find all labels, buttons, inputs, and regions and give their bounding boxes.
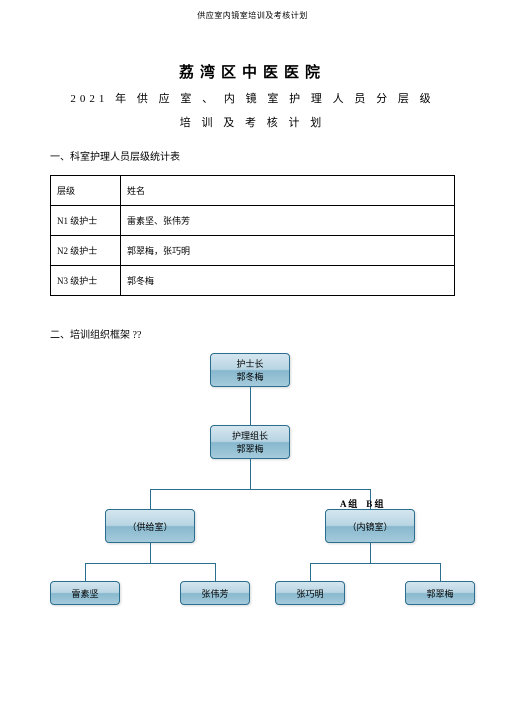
table-cell-level: N1 级护士 <box>51 206 121 236</box>
org-node-staff: 张巧明 <box>275 581 345 605</box>
plan-title-line2: 培 训 及 考 核 计 划 <box>50 114 455 130</box>
connector-line <box>250 459 251 489</box>
connector-line <box>310 563 311 581</box>
hospital-title: 荔湾区中医医院 <box>50 61 455 82</box>
connector-line <box>215 563 216 581</box>
node-label: 雷素坚 <box>71 587 98 600</box>
staff-level-table: 层级 姓名 N1 级护士 雷素坚、张伟芳 N2 级护士 郭翠梅，张巧明 N3 级… <box>50 175 455 296</box>
node-label: 张巧明 <box>296 587 323 600</box>
connector-line <box>310 563 440 564</box>
node-label: 郭翠梅 <box>426 587 453 600</box>
table-cell-level: N3 级护士 <box>51 266 121 296</box>
connector-line <box>440 563 441 581</box>
org-node-staff: 张伟芳 <box>180 581 250 605</box>
plan-title-line1: 2021 年 供 应 室 、 内 镜 室 护 理 人 员 分 层 级 <box>50 90 455 106</box>
node-label: 郭翠梅 <box>236 442 263 455</box>
page-header: 供应室内镜室培训及考核计划 <box>0 0 505 21</box>
org-node-staff: 郭翠梅 <box>405 581 475 605</box>
node-label: 郭冬梅 <box>236 370 263 383</box>
connector-line <box>370 543 371 563</box>
connector-line <box>150 489 370 490</box>
section2-heading: 二、培训组织框架 ?? <box>50 326 455 341</box>
table-cell-names: 郭翠梅，张巧明 <box>121 236 455 266</box>
table-header-name: 姓名 <box>121 176 455 206</box>
connector-line <box>150 489 151 509</box>
node-label: （供给室） <box>127 520 172 533</box>
org-chart: 护士长 郭冬梅 护理组长 郭翠梅 A 组 B 组 （供给室） （内镜室） <box>50 353 455 633</box>
table-row: N1 级护士 雷素坚、张伟芳 <box>51 206 455 236</box>
node-label: 护士长 <box>236 357 263 370</box>
org-node-head-nurse: 护士长 郭冬梅 <box>210 353 290 387</box>
connector-line <box>250 387 251 425</box>
org-node-team-leader: 护理组长 郭翠梅 <box>210 425 290 459</box>
node-label: （内镜室） <box>347 520 392 533</box>
node-label: 张伟芳 <box>201 587 228 600</box>
connector-line <box>85 563 86 581</box>
section1-heading: 一、科室护理人员层级统计表 <box>50 148 455 163</box>
table-header-level: 层级 <box>51 176 121 206</box>
table-row: N2 级护士 郭翠梅，张巧明 <box>51 236 455 266</box>
table-row: N3 级护士 郭冬梅 <box>51 266 455 296</box>
org-node-endoscopy-room: （内镜室） <box>325 509 415 543</box>
table-row: 层级 姓名 <box>51 176 455 206</box>
connector-line <box>150 543 151 563</box>
connector-line <box>85 563 215 564</box>
table-cell-level: N2 级护士 <box>51 236 121 266</box>
table-cell-names: 雷素坚、张伟芳 <box>121 206 455 236</box>
table-cell-names: 郭冬梅 <box>121 266 455 296</box>
org-node-supply-room: （供给室） <box>105 509 195 543</box>
node-label: 护理组长 <box>232 429 268 442</box>
document-body: 荔湾区中医医院 2021 年 供 应 室 、 内 镜 室 护 理 人 员 分 层… <box>0 21 505 633</box>
org-node-staff: 雷素坚 <box>50 581 120 605</box>
